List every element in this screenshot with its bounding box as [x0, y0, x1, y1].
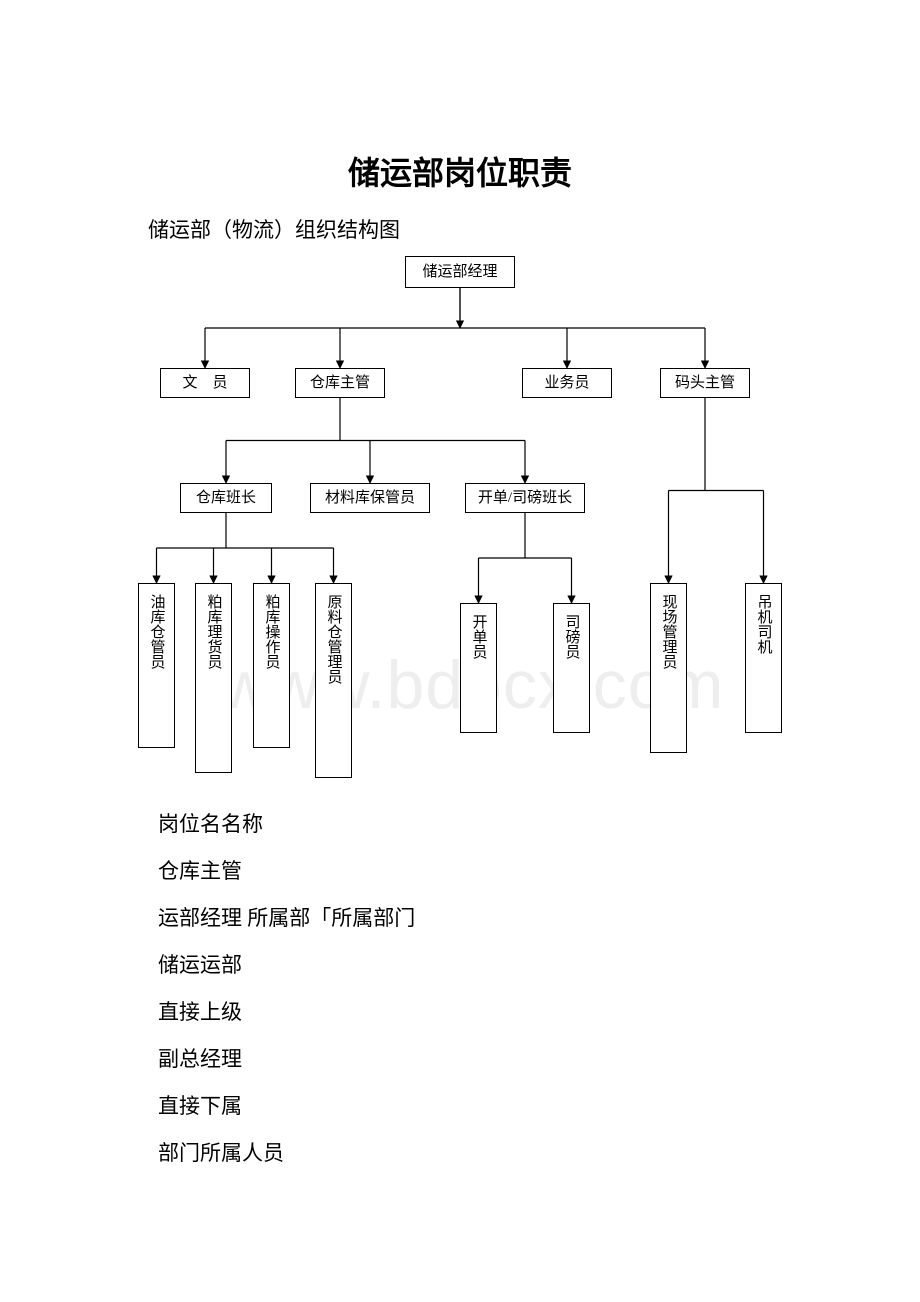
- body-line: 直接上级: [158, 1002, 242, 1023]
- org-node-leaf7: 现场管理员: [650, 583, 687, 753]
- org-node-leaf5: 开单员: [460, 603, 497, 733]
- org-node-l2c: 业务员: [522, 368, 612, 398]
- org-node-leaf1: 油库仓管员: [138, 583, 175, 748]
- org-node-l3c: 开单/司磅班长: [465, 483, 585, 513]
- org-node-l2d: 码头主管: [660, 368, 750, 398]
- org-node-l2b: 仓库主管: [295, 368, 385, 398]
- body-line: 仓库主管: [158, 861, 242, 882]
- org-node-l2a: 文 员: [160, 368, 250, 398]
- body-line: 直接下属: [158, 1096, 242, 1117]
- body-line: 岗位名名称: [158, 814, 263, 835]
- body-line: 副总经理: [158, 1049, 242, 1070]
- org-node-leaf8: 吊机司机: [745, 583, 782, 733]
- body-line: 运部经理 所属部「所属部门: [158, 908, 415, 929]
- org-node-root: 储运部经理: [405, 256, 515, 288]
- body-line: 部门所属人员: [158, 1143, 284, 1164]
- org-chart: www.bdocx.com 储运部经理文 员仓库主管业务员码头主管仓库班长材料库…: [130, 248, 810, 788]
- page: 储运部岗位职责 储运部（物流）组织结构图 www.bdocx.com 储运部经理…: [0, 0, 920, 1302]
- org-node-leaf2: 粕库理货员: [195, 583, 232, 773]
- page-subtitle: 储运部（物流）组织结构图: [148, 214, 400, 244]
- page-title: 储运部岗位职责: [0, 148, 920, 194]
- org-node-leaf6: 司磅员: [553, 603, 590, 733]
- org-node-l3a: 仓库班长: [180, 483, 272, 513]
- org-node-l3b: 材料库保管员: [310, 483, 430, 513]
- body-line: 储运运部: [158, 955, 242, 976]
- org-node-leaf4: 原料仓管理员: [315, 583, 352, 778]
- org-node-leaf3: 粕库操作员: [253, 583, 290, 748]
